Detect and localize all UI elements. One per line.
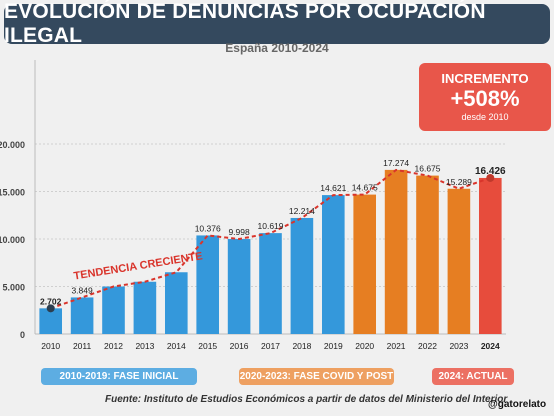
bar-2013	[133, 281, 157, 334]
value-label-2021: 17.274	[383, 158, 409, 168]
x-tick-label: 2010	[41, 341, 60, 351]
value-label-2016: 9.998	[228, 227, 250, 237]
y-tick-label: 20.000	[0, 140, 25, 150]
trend-end-point	[486, 173, 495, 182]
value-label-2022: 16.675	[415, 164, 441, 174]
increment-box: INCREMENTO +508% desde 2010	[419, 63, 551, 131]
value-label-2011: 3.849	[71, 285, 93, 295]
value-label-2018: 12.214	[289, 206, 315, 216]
bar-2012	[102, 286, 125, 334]
source-note: Fuente: Instituto de Estudios Económicos…	[105, 394, 508, 405]
value-label-2020: 14.675	[352, 183, 378, 193]
bar-2018	[290, 217, 314, 334]
bar-2014	[164, 272, 188, 334]
value-label-2010: 2.702	[40, 296, 62, 306]
x-tick-label: 2011	[73, 341, 92, 351]
x-tick-label: 2021	[387, 341, 406, 351]
value-label-2017: 10.619	[258, 221, 284, 231]
bar-2015	[196, 235, 220, 334]
y-tick-label: 10.000	[0, 235, 25, 245]
x-tick-label: 2013	[135, 341, 154, 351]
bar-2019	[321, 195, 345, 334]
chart-subtitle: España 2010-2024	[225, 41, 329, 55]
bar-2023	[447, 188, 471, 334]
increment-label: INCREMENTO	[441, 71, 529, 86]
x-tick-label: 2015	[198, 341, 217, 351]
bar-2024	[478, 177, 502, 334]
x-tick-label: 2012	[104, 341, 123, 351]
x-tick-label: 2023	[449, 341, 468, 351]
value-label-2023: 15.289	[446, 177, 472, 187]
x-tick-label: 2014	[167, 341, 186, 351]
bar-2011	[70, 297, 94, 334]
bar-2020	[353, 194, 377, 334]
value-label-2019: 14.621	[320, 183, 346, 193]
trend-line	[50, 168, 491, 310]
y-tick-label: 15.000	[0, 188, 25, 198]
x-tick-label: 2024	[481, 341, 500, 351]
x-tick-label: 2016	[230, 341, 249, 351]
trend-start-point	[46, 304, 55, 313]
bar-2022	[416, 175, 439, 334]
x-tick-label: 2017	[261, 341, 280, 351]
bar-2017	[259, 233, 282, 334]
legend-phase-covid: 2020-2023: FASE COVID Y POST	[239, 368, 394, 385]
increment-note: desde 2010	[461, 112, 509, 122]
x-tick-label: 2020	[355, 341, 374, 351]
x-tick-label: 2018	[292, 341, 311, 351]
bar-2021	[384, 169, 408, 334]
increment-value: +508%	[450, 86, 520, 111]
x-tick-label: 2022	[418, 341, 437, 351]
legend-phase-current: 2024: ACTUAL	[432, 368, 514, 385]
bar-2010	[39, 308, 63, 334]
y-tick-label: 5.000	[2, 283, 25, 293]
chart-title: EVOLUCIÓN DE DENUNCIAS POR OCUPACIÓN ILE…	[4, 0, 550, 47]
y-tick-label: 0	[20, 330, 25, 340]
x-tick-label: 2019	[324, 341, 343, 351]
bar-2016	[227, 239, 251, 334]
value-label-2024: 16.426	[475, 166, 506, 177]
legend-phase-initial: 2010-2019: FASE INICIAL	[41, 368, 197, 385]
author-handle: @gatorelato	[488, 399, 547, 410]
value-label-2015: 10.376	[195, 223, 221, 233]
